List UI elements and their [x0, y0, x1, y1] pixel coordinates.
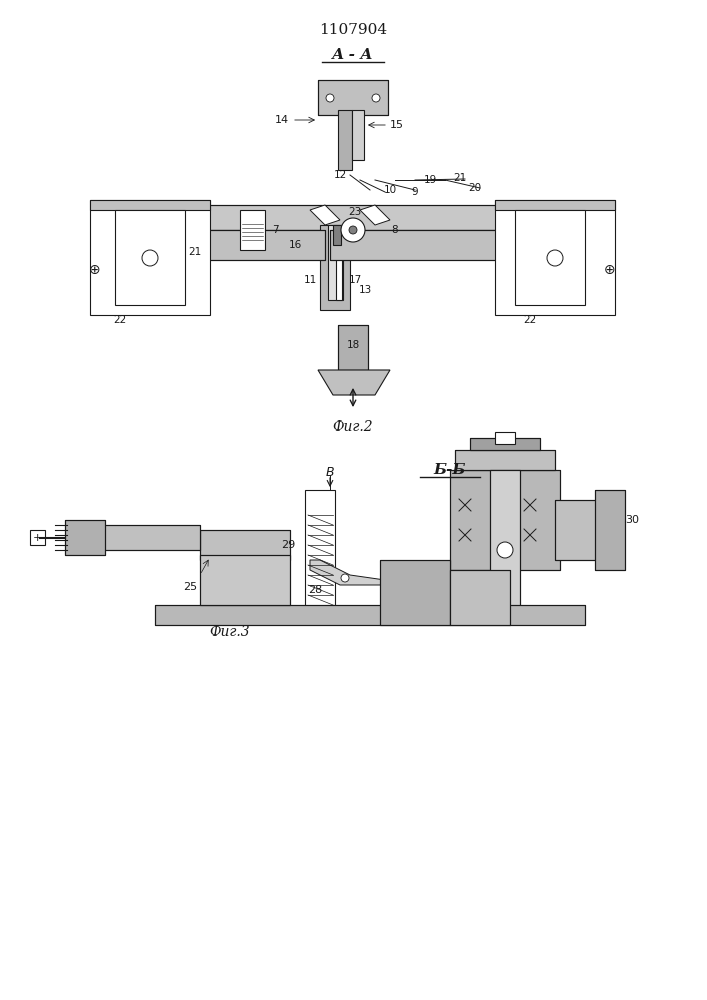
Text: 14: 14	[275, 115, 289, 125]
Bar	[330, 230, 560, 260]
Bar	[450, 470, 560, 570]
Bar	[352, 110, 364, 160]
Bar	[100, 525, 200, 550]
Bar	[338, 325, 368, 370]
Text: 15: 15	[390, 120, 404, 130]
Bar	[155, 205, 555, 230]
Bar	[320, 225, 350, 310]
Bar	[90, 200, 210, 315]
Bar	[595, 490, 625, 570]
Text: 16: 16	[288, 240, 302, 250]
Bar	[200, 555, 290, 605]
Bar	[305, 490, 335, 610]
Bar	[65, 520, 105, 555]
Bar	[155, 205, 555, 230]
Circle shape	[497, 542, 513, 558]
Bar	[240, 210, 265, 250]
Circle shape	[547, 250, 563, 266]
Text: 8: 8	[392, 225, 398, 235]
Bar	[450, 570, 510, 625]
Text: 1107904: 1107904	[319, 23, 387, 37]
Bar	[515, 210, 585, 305]
Text: 30: 30	[625, 515, 639, 525]
Bar	[555, 500, 605, 560]
Bar	[495, 432, 515, 444]
Bar	[470, 438, 540, 450]
Polygon shape	[310, 560, 385, 585]
Bar	[328, 225, 343, 300]
Bar	[318, 80, 388, 115]
Bar	[90, 200, 210, 210]
Bar	[100, 525, 200, 550]
Bar	[555, 500, 605, 560]
Circle shape	[33, 533, 43, 543]
Bar	[495, 200, 615, 210]
Bar	[30, 530, 45, 545]
Text: 9: 9	[411, 187, 419, 197]
Text: 20: 20	[469, 183, 481, 193]
Bar	[380, 560, 450, 625]
Text: Фиг.2: Фиг.2	[333, 420, 373, 434]
Text: 22: 22	[523, 315, 537, 325]
Text: 13: 13	[358, 285, 372, 295]
Bar	[470, 438, 540, 450]
Text: 11: 11	[303, 275, 317, 285]
Circle shape	[372, 94, 380, 102]
Text: Б-Б: Б-Б	[434, 463, 466, 477]
Text: ⊕: ⊕	[89, 263, 101, 277]
Bar	[490, 470, 520, 610]
Bar	[330, 230, 560, 260]
Bar	[115, 210, 185, 305]
Polygon shape	[310, 205, 340, 225]
Bar	[595, 490, 625, 570]
Text: В: В	[326, 466, 334, 479]
Circle shape	[349, 226, 357, 234]
Circle shape	[341, 218, 365, 242]
Text: 23: 23	[349, 207, 361, 217]
Polygon shape	[318, 370, 390, 395]
Bar	[155, 230, 325, 260]
Text: 21: 21	[188, 247, 201, 257]
Circle shape	[341, 574, 349, 582]
Bar	[200, 555, 290, 605]
Bar	[336, 230, 342, 300]
Text: 7: 7	[271, 225, 279, 235]
Bar	[155, 605, 585, 625]
Text: 28: 28	[308, 585, 322, 595]
Bar	[338, 325, 368, 370]
Bar	[65, 520, 105, 555]
Text: Фиг.3: Фиг.3	[210, 625, 250, 639]
Text: 17: 17	[349, 275, 361, 285]
Circle shape	[142, 250, 158, 266]
Bar	[490, 470, 520, 610]
Bar	[455, 450, 555, 470]
Bar	[338, 110, 352, 170]
Bar	[450, 570, 510, 625]
Bar	[155, 605, 585, 625]
Text: 25: 25	[183, 582, 197, 592]
Bar	[333, 225, 341, 245]
Text: А - А: А - А	[332, 48, 374, 62]
Bar	[200, 530, 290, 560]
Text: 10: 10	[383, 185, 397, 195]
Bar	[155, 230, 325, 260]
Text: +: +	[33, 533, 42, 543]
Bar	[495, 200, 615, 315]
Text: 29: 29	[281, 540, 295, 550]
Bar	[450, 470, 560, 570]
Text: 22: 22	[113, 315, 127, 325]
Bar	[200, 530, 290, 560]
Text: 19: 19	[423, 175, 437, 185]
Text: 21: 21	[453, 173, 467, 183]
Text: 12: 12	[334, 170, 346, 180]
Bar	[318, 80, 388, 115]
Bar	[455, 450, 555, 470]
Polygon shape	[360, 205, 390, 225]
Text: ⊕: ⊕	[604, 263, 616, 277]
Text: 18: 18	[346, 340, 360, 350]
Circle shape	[326, 94, 334, 102]
Bar	[380, 560, 450, 625]
